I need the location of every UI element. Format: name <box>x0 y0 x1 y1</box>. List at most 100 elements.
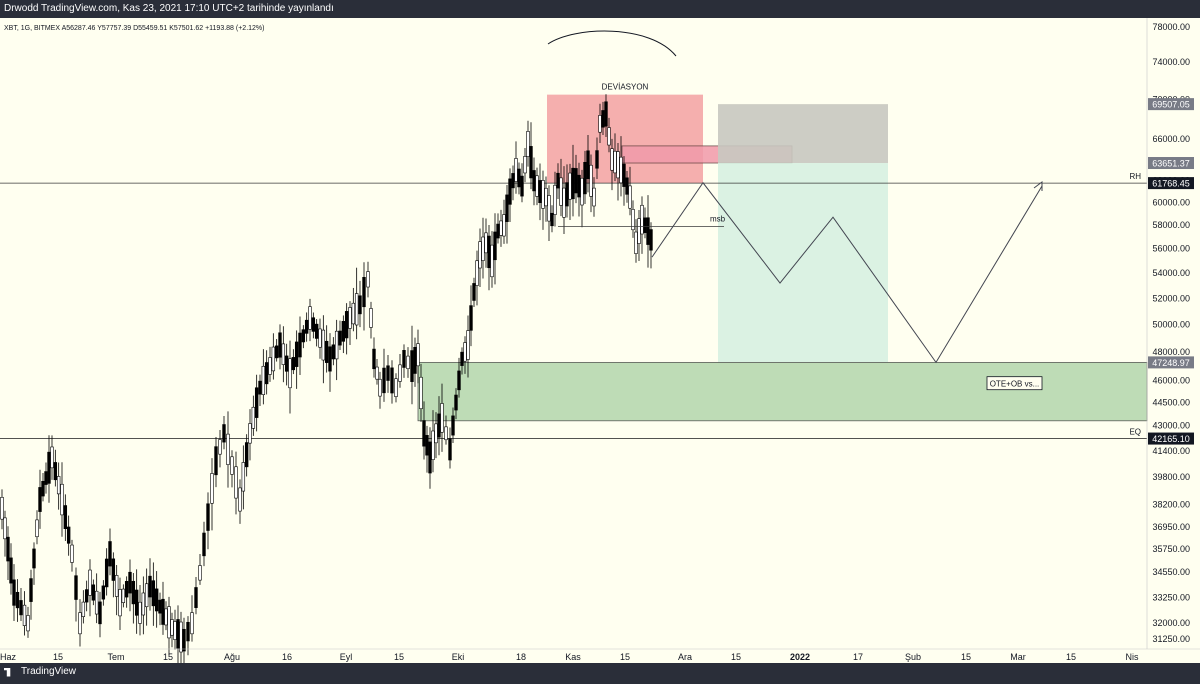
price-axis-label: 74000.00 <box>1152 57 1190 67</box>
candle-body <box>26 615 30 632</box>
candle-body <box>218 439 222 455</box>
price-tag[interactable] <box>1148 98 1194 111</box>
candle-body <box>182 628 186 652</box>
price-axis-label: 52000.00 <box>1152 293 1190 303</box>
candle-body <box>261 365 266 395</box>
candle-body <box>556 172 560 189</box>
candle-body <box>179 621 183 653</box>
candle-body <box>258 380 262 395</box>
candle-body <box>406 355 410 370</box>
candle-body <box>643 217 647 233</box>
arc-drawing[interactable] <box>547 30 677 57</box>
candle-body <box>98 601 102 625</box>
candle-body <box>294 341 299 367</box>
candle-body <box>15 591 20 609</box>
time-axis-label: Ağu <box>224 652 240 662</box>
time-axis-label: Haz <box>0 652 16 662</box>
candle-body <box>81 601 86 617</box>
zone-risk[interactable] <box>718 104 888 164</box>
candle-body <box>448 438 452 461</box>
candle-body <box>167 606 171 639</box>
price-axis-label: 39800.00 <box>1152 472 1190 482</box>
candle-body <box>173 621 177 640</box>
time-axis-label: 2022 <box>790 652 810 662</box>
publish-header: Drwodd TradingView.com, Kas 23, 2021 17:… <box>0 0 1200 18</box>
candle-body <box>29 578 33 602</box>
zone-ote-ob[interactable] <box>417 361 1148 422</box>
candle-body <box>520 175 524 197</box>
candle-body <box>190 612 194 635</box>
candle-body <box>502 214 506 237</box>
candle-body <box>284 355 289 372</box>
candle-body <box>44 471 48 485</box>
candle-body <box>454 394 458 411</box>
candle-body <box>437 413 441 438</box>
candle-body <box>151 580 156 607</box>
candle-body <box>234 466 238 499</box>
candle-body <box>541 180 545 209</box>
candle-body <box>331 344 336 360</box>
candle-body <box>186 621 190 642</box>
candle-body <box>131 580 136 605</box>
candle-body <box>138 601 142 624</box>
candle-body <box>244 442 249 468</box>
chart-area[interactable]: RH EQ msb DEVİASYON OTE+OB vs... XBT, 1G, BIT… <box>0 18 1200 663</box>
candle-body <box>176 619 180 649</box>
time-axis-label: Nis <box>1126 652 1139 662</box>
candle-body <box>532 170 536 192</box>
candle-body <box>553 184 557 215</box>
projection-path[interactable] <box>651 181 1043 364</box>
candle-body <box>451 415 455 436</box>
candle-body <box>493 231 497 261</box>
price-chart[interactable]: RH EQ msb DEVİASYON OTE+OB vs... XBT, 1G, BIT… <box>0 18 1200 663</box>
price-axis-label: 33250.00 <box>1152 592 1190 602</box>
price-tag[interactable] <box>1148 432 1194 445</box>
candle-body <box>619 156 623 184</box>
price-axis-label: 34550.00 <box>1152 567 1190 577</box>
candle-body <box>577 174 581 198</box>
zone-reward[interactable] <box>718 163 888 363</box>
price-tag[interactable] <box>1148 356 1194 369</box>
candle-body <box>148 575 152 598</box>
candle-body <box>402 350 406 368</box>
candle-body <box>161 598 165 625</box>
price-tag-label: 63651.37 <box>1152 159 1190 169</box>
price-axis-label: 50000.00 <box>1152 320 1190 330</box>
time-axis-label: Eki <box>452 652 465 662</box>
msb-label: msb <box>710 214 726 223</box>
ote-label-box[interactable] <box>986 376 1043 391</box>
candle-body <box>616 151 620 179</box>
candle-body <box>469 305 473 331</box>
candle-body <box>198 565 202 581</box>
price-axis-label: 43000.00 <box>1152 420 1190 430</box>
candle-body <box>12 579 16 606</box>
candle-body <box>70 544 74 563</box>
candle-body <box>288 358 292 389</box>
candle-body <box>589 164 593 197</box>
candle-body <box>382 367 386 394</box>
candle-body <box>251 406 256 429</box>
candle-body <box>386 365 390 381</box>
price-axis-label: 78000.00 <box>1152 22 1190 32</box>
candle-body <box>625 177 629 195</box>
price-tag[interactable] <box>1148 177 1194 190</box>
candle-body <box>298 332 302 358</box>
price-tag[interactable] <box>1148 157 1194 170</box>
candle-body <box>422 420 426 447</box>
price-axis-label: 66000.00 <box>1152 134 1190 144</box>
candle-body <box>134 589 139 616</box>
time-axis-label: 15 <box>961 652 971 662</box>
tradingview-logo[interactable]: TradingView <box>0 663 76 681</box>
price-tag-label: 61768.45 <box>1152 179 1190 189</box>
candle-body <box>535 175 539 197</box>
candle-body <box>91 584 96 601</box>
candle-body <box>170 619 174 636</box>
candle-body <box>6 536 10 562</box>
candle-body <box>88 569 92 596</box>
candle-body <box>66 526 71 544</box>
candle-body <box>41 480 45 497</box>
candle-body <box>457 370 461 391</box>
candle-body <box>118 589 122 617</box>
price-axis-label: 56000.00 <box>1152 244 1190 254</box>
price-axis-label: 32000.00 <box>1152 618 1190 628</box>
